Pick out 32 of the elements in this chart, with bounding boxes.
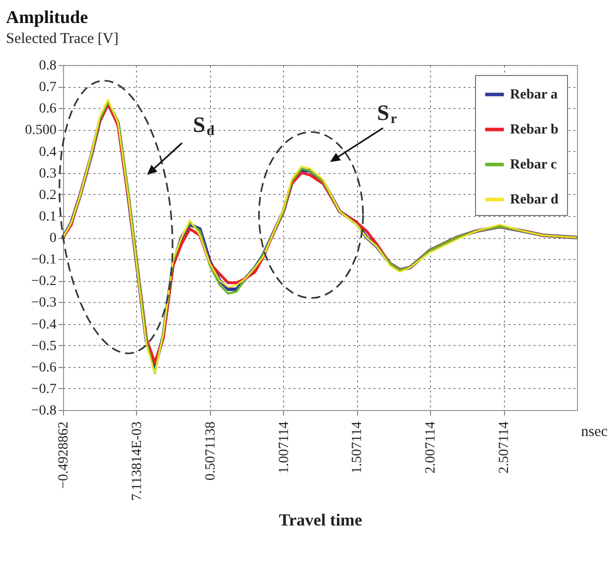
y-tick-label: 0.500 (25, 123, 56, 138)
y-tick-label: 0.8 (39, 58, 56, 74)
x-axis-title: Travel time (278, 510, 363, 530)
x-tick-label: 7.113814E-03 (130, 422, 145, 501)
legend-label: Rebar a (510, 88, 558, 102)
x-tick-label: 1.007114 (276, 422, 292, 474)
y-tick-label: 0.1 (39, 209, 56, 224)
legend-label: Rebar c (510, 158, 557, 172)
y-tick-label: −0.8 (31, 404, 56, 418)
y-tick-label: −0.4 (31, 317, 56, 332)
y-tick-label: −0.2 (31, 274, 56, 290)
chart-title: Amplitude (6, 7, 88, 27)
y-tick-label: −0.5 (31, 338, 56, 354)
y-tick-label: 0.4 (39, 144, 56, 160)
y-tick-label: 0.3 (39, 166, 56, 182)
y-tick-label: 0 (50, 231, 56, 246)
x-tick-label: 2.007114 (424, 422, 439, 474)
legend-label: Rebar d (510, 192, 559, 208)
y-tick-label: 0.6 (39, 102, 56, 117)
y-tick-label: −0.3 (31, 296, 56, 311)
legend-label: Rebar b (510, 122, 559, 138)
y-tick-label: −0.6 (31, 360, 56, 376)
y-tick-label: −0.1 (31, 252, 56, 268)
x-tick-label: 0.5071138 (203, 422, 218, 480)
x-tick-label: 1.507114 (350, 422, 366, 474)
text: nsec (581, 424, 608, 440)
x-tick-label: −0.4928862 (56, 422, 72, 489)
x-tick-label: 2.507114 (497, 422, 512, 474)
chart-subtitle: Selected Trace [V] (6, 31, 118, 47)
y-tick-label: 0.7 (39, 80, 56, 96)
y-tick-label: −0.7 (31, 382, 56, 397)
y-tick-label: 0.2 (39, 188, 56, 203)
